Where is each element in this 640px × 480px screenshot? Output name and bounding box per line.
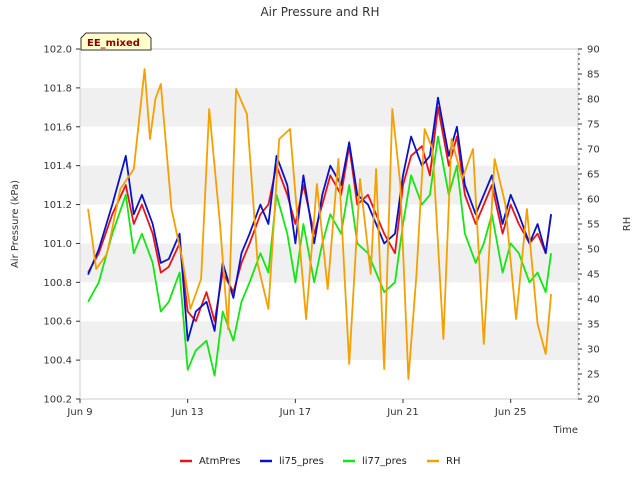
legend-label: li77_pres xyxy=(362,456,407,467)
site-badge: EE_mixed xyxy=(80,32,152,51)
badge-box xyxy=(80,32,152,51)
y2-tick-label: 55 xyxy=(587,220,600,231)
y-tick-label: 100.2 xyxy=(43,395,72,406)
y2-tick-label: 85 xyxy=(587,70,600,81)
y-tick-label: 101.6 xyxy=(43,122,72,133)
y2-tick-label: 45 xyxy=(587,270,600,281)
y-tick-label: 100.6 xyxy=(43,317,72,328)
y-tick-label: 101.8 xyxy=(43,83,72,94)
badge-label: EE_mixed xyxy=(87,38,140,49)
y2-tick-label: 20 xyxy=(587,395,600,406)
x-tick-label: Jun 9 xyxy=(66,407,92,418)
grid-band xyxy=(80,321,578,361)
y2-tick-label: 75 xyxy=(587,120,600,131)
y-tick-label: 100.4 xyxy=(43,356,72,367)
y-axis-left: 100.2 100.4 100.6 100.8 101.0 101.2 101.4 101.6… xyxy=(43,45,80,406)
y2-axis-label: RH xyxy=(622,217,633,231)
y2-tick-label: 90 xyxy=(587,45,600,56)
series-line-li77_pres xyxy=(87,135,552,377)
y2-tick-label: 25 xyxy=(587,370,600,381)
y2-tick-label: 40 xyxy=(587,295,600,306)
x-tick-label: Jun 13 xyxy=(171,407,204,418)
legend-label: li75_pres xyxy=(279,456,324,467)
y-tick-label: 101.0 xyxy=(43,239,72,250)
y2-tick-label: 80 xyxy=(587,95,600,106)
x-axis-label: Time xyxy=(553,425,578,436)
y2-tick-label: 65 xyxy=(587,170,600,181)
y2-tick-label: 35 xyxy=(587,320,600,331)
y-axis-label: Air Pressure (kPa) xyxy=(10,180,21,268)
y-tick-label: 102.0 xyxy=(43,45,72,56)
chart-title: Air Pressure and RH xyxy=(260,5,379,19)
y-axis-right: 20 25 30 35 40 45 50 55 60 65 70 75 80 85 90 xyxy=(578,45,600,406)
legend-label: AtmPres xyxy=(199,456,240,467)
legend-label: RH xyxy=(446,456,460,467)
series-line-li75_pres xyxy=(87,96,552,342)
y-tick-label: 101.4 xyxy=(43,161,72,172)
y2-tick-label: 70 xyxy=(587,145,600,156)
x-tick-label: Jun 17 xyxy=(279,407,312,418)
x-axis: Jun 9 Jun 13 Jun 17 Jun 21 Jun 25 xyxy=(66,399,526,418)
x-tick-label: Jun 25 xyxy=(494,407,527,418)
y2-tick-label: 30 xyxy=(587,345,600,356)
plot-area xyxy=(87,68,552,380)
series-line-RH xyxy=(87,68,552,380)
legend: AtmPres li75_pres li77_pres RH xyxy=(180,456,460,467)
series-line-AtmPres xyxy=(87,106,552,323)
y-tick-label: 100.8 xyxy=(43,278,72,289)
x-tick-label: Jun 21 xyxy=(386,407,419,418)
y2-tick-label: 50 xyxy=(587,245,600,256)
y2-tick-label: 60 xyxy=(587,195,600,206)
y-tick-label: 101.2 xyxy=(43,200,72,211)
